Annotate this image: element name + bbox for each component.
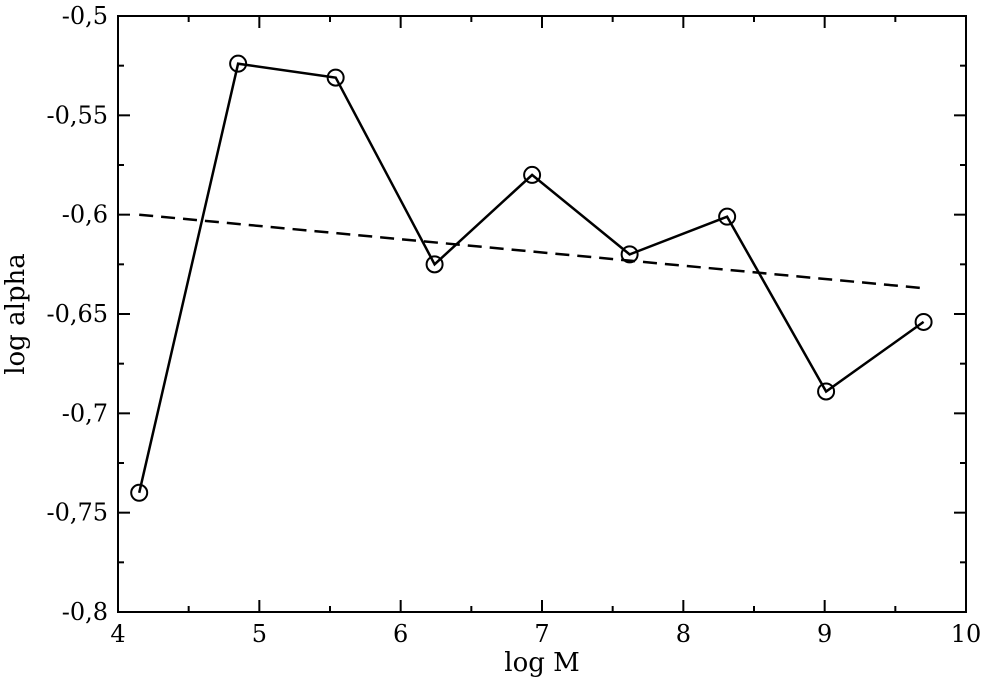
data-point — [130, 483, 149, 502]
data-point — [425, 255, 444, 274]
data-point — [326, 68, 345, 87]
data-point — [718, 207, 737, 226]
data-point — [914, 312, 933, 331]
x-tick-label: 4 — [110, 620, 125, 648]
y-tick-label: -0,65 — [46, 300, 108, 328]
axis-ticks — [117, 15, 967, 613]
y-tick-label: -0,8 — [62, 598, 108, 626]
x-tick-label: 6 — [393, 620, 408, 648]
axis-tick-labels: 4 5 6 7 8 9 10 -0,8 -0,75 -0,7 -0,65 -0,6 -0,55 -0,5 — [46, 2, 981, 648]
y-tick-label: -0,5 — [62, 2, 108, 30]
x-tick-label: 8 — [676, 620, 691, 648]
data-point — [523, 165, 542, 184]
data-point — [817, 382, 836, 401]
series-layer — [130, 54, 933, 502]
x-tick-label: 10 — [951, 620, 982, 648]
x-axis-title: log M — [504, 648, 580, 678]
y-tick-label: -0,6 — [62, 201, 108, 229]
plot-frame — [117, 15, 967, 613]
x-tick-label: 9 — [817, 620, 832, 648]
series-line — [137, 62, 925, 494]
fit-line — [139, 213, 924, 290]
y-tick-label: -0,75 — [46, 499, 108, 527]
data-point — [620, 245, 639, 264]
y-tick-label: -0,7 — [62, 399, 108, 427]
x-tick-label: 5 — [252, 620, 267, 648]
y-tick-label: -0,55 — [46, 101, 108, 129]
x-tick-label: 7 — [534, 620, 549, 648]
data-point — [229, 54, 248, 73]
y-axis-title: log alpha — [1, 253, 31, 375]
